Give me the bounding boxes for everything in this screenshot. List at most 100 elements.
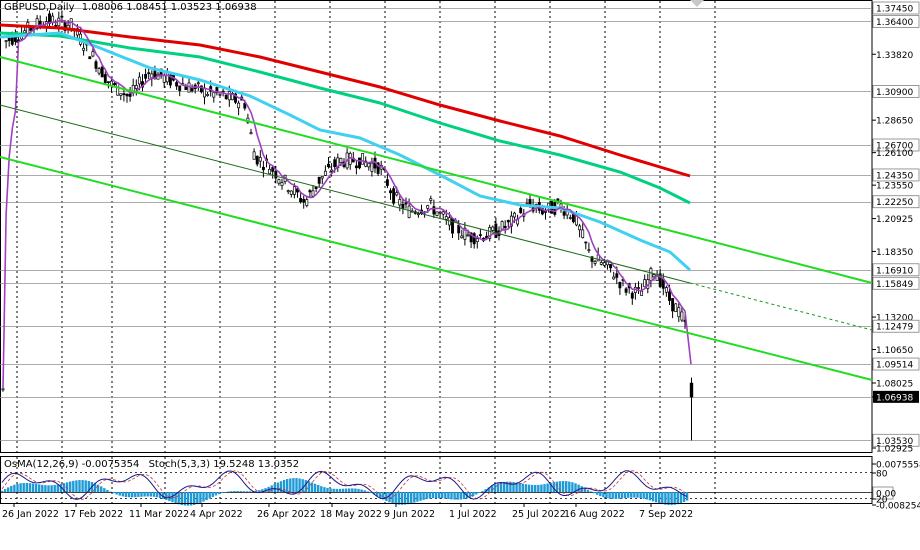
osma-bar [208, 492, 211, 499]
osma-bar [499, 482, 503, 492]
candle-body [376, 162, 380, 174]
candle-body [268, 168, 272, 175]
osma-bar [503, 481, 506, 492]
osma-bar [224, 492, 227, 493]
osma-bar [617, 492, 621, 499]
candle-body [320, 176, 324, 179]
candle-body [237, 102, 241, 109]
candle-body [528, 199, 532, 206]
price-level-box [872, 85, 920, 98]
chart-header: GBPUSD,Daily 1.08006 1.08451 1.03523 1.0… [4, 2, 257, 13]
osma-bar [168, 492, 171, 502]
osma-bar [239, 491, 242, 492]
osma-bar [62, 483, 66, 492]
candle-body [311, 190, 315, 197]
osma-bar [137, 492, 140, 497]
price-axis-label: 1.09514 [876, 361, 913, 371]
osma-bar [534, 485, 537, 492]
osma-bar [320, 486, 323, 492]
price-axis-label: 1.36400 [876, 18, 913, 28]
osma-bar [124, 492, 128, 497]
osma-bar [614, 492, 617, 499]
price-axis-label: 1.15849 [876, 280, 913, 290]
candle-body [358, 157, 361, 169]
osma-bar [444, 492, 447, 499]
candle-body [35, 18, 39, 29]
osma-bar [180, 492, 183, 506]
osma-bar [100, 486, 103, 492]
candle-body [69, 18, 73, 30]
osma-bar [292, 478, 295, 492]
osma-bar [620, 492, 624, 499]
osma-bar [670, 492, 673, 506]
price-level-box [872, 168, 920, 182]
osma-bar [279, 481, 283, 492]
candle-body [668, 291, 671, 301]
candle-body [147, 72, 151, 75]
osma-bar [286, 479, 289, 492]
price-level-box [872, 276, 920, 290]
osma-bar [456, 492, 459, 500]
candle-body [609, 263, 613, 269]
candle-body [643, 279, 647, 288]
osma-bar [50, 485, 53, 492]
candle-body [51, 15, 55, 23]
osma-bar [289, 478, 292, 492]
osma-bar [366, 491, 369, 492]
osma-bar [416, 492, 419, 502]
osma-bar [245, 491, 249, 492]
osma-bar [558, 481, 562, 492]
osma-bar [555, 481, 559, 492]
candle-body [571, 214, 575, 223]
osma-bar [115, 492, 118, 495]
osma-bar [661, 492, 664, 505]
osma-bar [667, 492, 670, 506]
osma-bar [565, 481, 568, 492]
osma-bar [611, 492, 614, 499]
price-axis-label: 1.16910 [876, 266, 913, 276]
osma-bar [530, 484, 534, 492]
candle-body [165, 72, 169, 83]
osma-bar [155, 492, 159, 498]
osma-bar [639, 492, 642, 499]
candle-body [119, 93, 123, 96]
osma-bar [372, 492, 376, 495]
osma-bar [527, 484, 531, 492]
price-axis-label: 1.30900 [876, 88, 913, 98]
osma-bar [103, 488, 106, 492]
osma-bar [193, 492, 196, 505]
osma-bar [22, 482, 25, 492]
candle-body [317, 176, 321, 184]
osma-bar [462, 492, 466, 500]
osma-bar [481, 491, 484, 492]
candle-body [503, 225, 507, 229]
osma-bar [189, 492, 193, 506]
candle-body [224, 94, 228, 100]
osma-bar [580, 486, 583, 492]
candle-body [218, 93, 222, 96]
osc-axis-label: 0.0075558 [876, 461, 920, 471]
osma-bar [627, 492, 630, 498]
osma-bar [158, 492, 162, 499]
candle-body [7, 37, 11, 42]
osma-bar [546, 483, 549, 492]
osma-bar [220, 492, 224, 494]
candle-body [568, 217, 572, 219]
candle-body [466, 234, 470, 237]
osma-bar [19, 483, 22, 492]
osc-axis-label: 80 [876, 470, 888, 480]
price-level-box [872, 433, 920, 447]
osma-bar [146, 492, 149, 497]
osma-bar [38, 484, 41, 492]
oscillator-header: OsMA(12,26,9) -0.0075354 Stoch(5,3,3) 19… [4, 459, 305, 470]
candle-body [612, 276, 616, 280]
osma-bar [34, 483, 38, 492]
candle-body-last [689, 382, 694, 398]
candle-body [615, 273, 619, 278]
candle-body [292, 186, 296, 195]
price-axis-label: 1.12479 [876, 323, 913, 333]
osma-bar [363, 490, 366, 492]
osc-axis-label: 20 [876, 496, 888, 506]
chart-scroll-triangle-icon[interactable] [690, 0, 704, 7]
